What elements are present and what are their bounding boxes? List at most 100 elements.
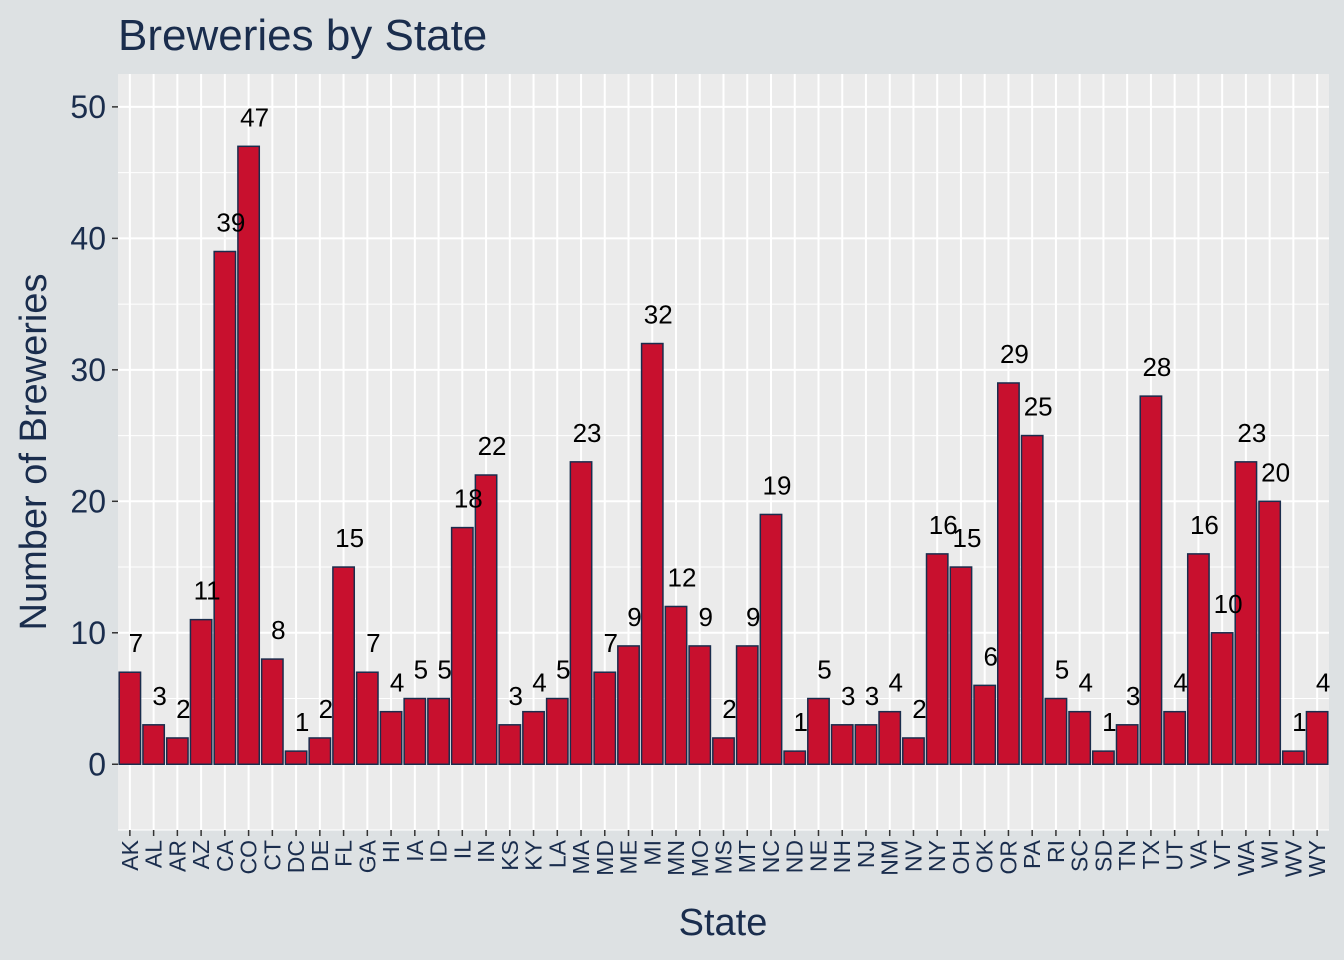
data-label-WV: 1 — [1292, 707, 1306, 737]
data-label-OR: 29 — [1000, 339, 1029, 369]
x-tick-label-OK: OK — [972, 839, 998, 873]
data-label-GA: 7 — [366, 628, 380, 658]
x-tick-label-MA: MA — [568, 839, 594, 874]
bar-MI — [640, 342, 664, 766]
x-tick-label-KS: KS — [497, 840, 523, 871]
data-label-NC: 19 — [763, 470, 792, 500]
x-tick-label-CT: CT — [259, 840, 285, 871]
data-label-LA: 5 — [556, 655, 570, 685]
data-label-NV: 2 — [912, 694, 926, 724]
data-label-MS: 2 — [722, 694, 736, 724]
data-label-ME: 9 — [627, 602, 641, 632]
data-label-WY: 4 — [1316, 668, 1330, 698]
x-tick-label-MI: MI — [639, 840, 665, 866]
x-tick-label-VA: VA — [1185, 839, 1211, 869]
data-label-SD: 1 — [1102, 707, 1116, 737]
bar-MA — [569, 461, 593, 766]
bar-FL — [332, 566, 356, 766]
data-label-NY: 16 — [929, 510, 958, 540]
bar-VT — [1210, 632, 1234, 766]
data-label-NM: 4 — [888, 668, 902, 698]
x-tick-label-SD: SD — [1090, 840, 1116, 872]
x-tick-label-ID: ID — [426, 840, 452, 863]
x-tick-label-RI: RI — [1043, 840, 1069, 863]
y-axis: 0 10 20 30 40 50 — [70, 89, 118, 782]
bars — [118, 145, 1329, 766]
bar-LA — [545, 697, 569, 766]
x-tick-label-HI: HI — [378, 840, 404, 863]
bar-NJ — [854, 724, 878, 766]
y-axis-title: Number of Breweries — [13, 274, 55, 631]
bar-WY — [1305, 710, 1329, 766]
data-label-MN: 12 — [668, 562, 697, 592]
bar-KS — [498, 724, 522, 766]
bar-WA — [1234, 461, 1258, 766]
data-label-KS: 3 — [509, 681, 523, 711]
bar-NV — [902, 737, 925, 766]
data-label-CA: 39 — [216, 207, 245, 237]
x-tick-label-DC: DC — [283, 840, 309, 873]
bar-IA — [403, 697, 427, 766]
data-label-IA: 5 — [414, 655, 428, 685]
bar-WV — [1281, 750, 1305, 766]
data-label-MT: 9 — [746, 602, 760, 632]
data-label-AZ: 11 — [194, 576, 221, 606]
x-tick-label-WV: WV — [1280, 839, 1306, 877]
bar-MO — [688, 645, 712, 766]
x-tick-label-GA: GA — [354, 839, 380, 873]
bar-AZ — [189, 618, 213, 766]
x-tick-label-MN: MN — [663, 840, 689, 876]
data-label-TN: 3 — [1126, 681, 1140, 711]
bar-NC — [759, 513, 783, 766]
data-label-ID: 5 — [437, 655, 451, 685]
x-tick-label-WA: WA — [1233, 839, 1259, 876]
data-label-AR: 2 — [176, 694, 190, 724]
data-label-KY: 4 — [532, 668, 546, 698]
bar-MN — [664, 605, 688, 766]
data-label-VA: 16 — [1190, 510, 1219, 540]
data-label-DE: 2 — [319, 694, 333, 724]
x-tick-label-CA: CA — [212, 839, 238, 872]
data-label-HI: 4 — [390, 668, 404, 698]
data-label-NH: 3 — [841, 681, 855, 711]
data-label-CT: 8 — [271, 615, 285, 645]
x-tick-label-AL: AL — [141, 840, 167, 868]
bar-SC — [1068, 710, 1092, 766]
data-label-OH: 15 — [952, 523, 981, 553]
x-tick-label-NV: NV — [900, 839, 926, 872]
x-tick-label-NJ: NJ — [853, 840, 879, 868]
bar-DC — [284, 750, 308, 766]
bar-SD — [1091, 750, 1115, 766]
data-label-WA: 23 — [1237, 418, 1266, 448]
bar-CO — [237, 145, 261, 766]
x-tick-label-OR: OR — [995, 840, 1021, 875]
bar-GA — [355, 671, 379, 766]
x-tick-label-LA: LA — [544, 839, 570, 868]
data-label-MA: 23 — [573, 418, 602, 448]
x-tick-label-SC: SC — [1067, 840, 1093, 872]
bar-IN — [474, 474, 498, 766]
data-label-AK: 7 — [129, 628, 143, 658]
y-tick-label: 40 — [70, 220, 106, 256]
x-tick-label-OH: OH — [948, 840, 974, 875]
x-tick-label-NM: NM — [877, 840, 903, 876]
data-label-SC: 4 — [1078, 668, 1092, 698]
x-tick-label-WI: WI — [1257, 840, 1283, 868]
x-tick-label-UT: UT — [1162, 840, 1188, 871]
bar-MS — [712, 737, 735, 766]
bar-MT — [735, 645, 759, 766]
bar-VA — [1186, 553, 1210, 766]
x-tick-label-TN: TN — [1114, 840, 1140, 871]
x-tick-label-IL: IL — [449, 840, 475, 859]
y-tick-label: 20 — [70, 483, 106, 519]
x-tick-label-MT: MT — [734, 840, 760, 873]
bar-ND — [783, 750, 807, 766]
data-label-WI: 20 — [1261, 457, 1290, 487]
bar-AL — [142, 724, 166, 766]
x-tick-label-IA: IA — [402, 839, 428, 861]
x-tick-label-NC: NC — [758, 840, 784, 873]
x-tick-label-MS: MS — [711, 840, 737, 875]
x-tick-label-NH: NH — [829, 840, 855, 873]
data-label-FL: 15 — [335, 523, 364, 553]
